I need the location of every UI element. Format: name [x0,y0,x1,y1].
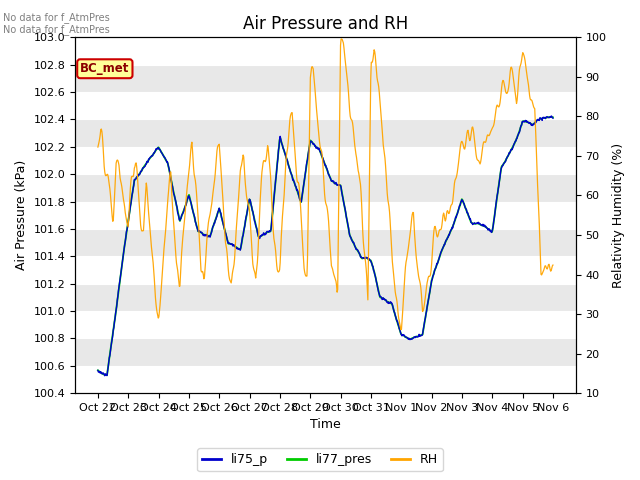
Text: BC_met: BC_met [80,62,129,75]
Bar [75,147,576,174]
Bar [75,202,576,229]
Y-axis label: Relativity Humidity (%): Relativity Humidity (%) [612,143,625,288]
Bar [75,37,576,65]
Title: Air Pressure and RH: Air Pressure and RH [243,15,408,33]
Bar [75,366,576,393]
Y-axis label: Air Pressure (kPa): Air Pressure (kPa) [15,160,28,270]
Bar [75,256,576,284]
Legend: li75_p, li77_pres, RH: li75_p, li77_pres, RH [197,448,443,471]
Text: No data for f_AtmPres
No data for f_AtmPres: No data for f_AtmPres No data for f_AtmP… [3,12,110,36]
Bar [75,311,576,338]
X-axis label: Time: Time [310,419,341,432]
Bar [75,92,576,120]
